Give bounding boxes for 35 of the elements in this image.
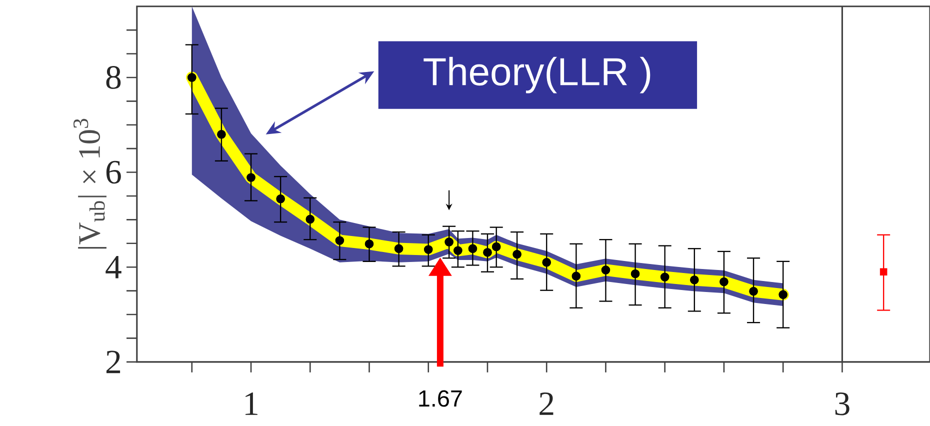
y-tick-label: 4 [106, 256, 122, 278]
point [217, 130, 226, 139]
point [512, 250, 522, 259]
point [542, 258, 552, 267]
point [778, 290, 788, 299]
point [444, 237, 454, 246]
point [276, 194, 285, 204]
point [424, 244, 433, 254]
text: 1.67 [419, 390, 462, 407]
point [246, 172, 256, 182]
point [454, 246, 462, 255]
y-axis-title: |V$_{ub}$| × 10$^{3}$ [74, 118, 106, 248]
y-tick-label: 6 [106, 160, 121, 184]
point [394, 244, 404, 253]
x-tick-label: 3 [835, 392, 850, 416]
point [572, 272, 581, 280]
point [492, 242, 501, 251]
point [880, 268, 888, 276]
point [690, 275, 699, 284]
point [306, 214, 315, 224]
y-tick-label: 2 [106, 350, 120, 373]
point [468, 244, 478, 253]
x-tick-label: 2 [540, 392, 554, 415]
x-tick-label: 1 [246, 392, 258, 415]
point [335, 236, 344, 245]
point [749, 286, 758, 296]
point [630, 269, 640, 278]
point [601, 265, 610, 274]
point [364, 239, 374, 248]
y-tick-label: 8 [106, 66, 121, 89]
point [483, 248, 492, 257]
annotation: Theory(LLR ) [424, 56, 650, 94]
point [187, 72, 196, 82]
point [720, 277, 728, 286]
point [660, 272, 670, 282]
